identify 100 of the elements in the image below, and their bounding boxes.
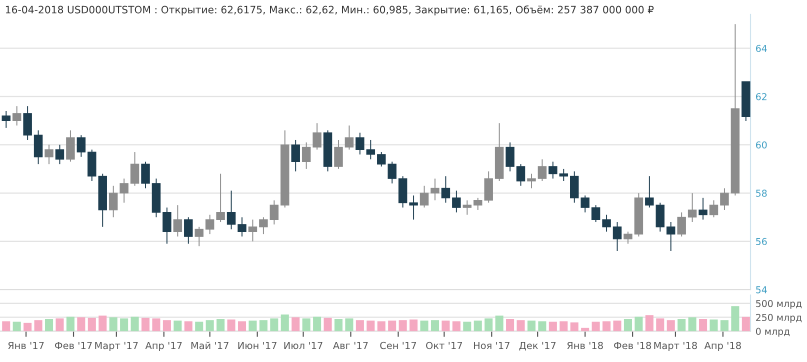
candlestick (344, 125, 354, 150)
y-tick-label: 64 (756, 44, 767, 52)
bar (24, 322, 32, 332)
bar (98, 316, 107, 332)
bar (345, 318, 354, 332)
candlestick (356, 132, 364, 155)
candlestick (173, 204, 182, 237)
bar (174, 320, 182, 332)
bar (44, 318, 54, 332)
bar (720, 320, 728, 332)
candlestick (248, 219, 258, 242)
bar (560, 321, 568, 332)
bar (538, 321, 546, 332)
x-tick-label: Дек '17 (519, 342, 556, 351)
candlestick (66, 130, 75, 162)
bar (398, 320, 407, 332)
bar (2, 321, 10, 332)
bar (592, 322, 600, 332)
y-tick-label: 56 (756, 238, 767, 246)
bar (613, 320, 622, 332)
bar (227, 320, 236, 332)
bar (195, 322, 204, 332)
bar (366, 320, 375, 332)
bar (742, 316, 750, 332)
bar (152, 318, 160, 332)
bar (624, 318, 632, 332)
x-tick-label: Ноя '17 (474, 342, 510, 350)
candlestick (291, 139, 300, 172)
bar (452, 321, 460, 332)
bar (34, 320, 42, 332)
candlestick (484, 170, 493, 204)
candlestick (559, 168, 568, 182)
bar (570, 322, 578, 332)
bar (430, 320, 440, 332)
candlestick (130, 152, 140, 186)
y-tick-label: 62 (756, 93, 766, 100)
candlestick (570, 170, 579, 204)
candlestick (645, 176, 654, 208)
x-tick-label: Июн '17 (238, 342, 276, 350)
candlestick (474, 197, 482, 210)
candlestick (441, 176, 450, 204)
candlestick (23, 106, 32, 140)
bar (506, 318, 514, 332)
candlestick (312, 122, 322, 150)
x-tick-label: Апр '18 (704, 342, 741, 352)
bar (602, 321, 611, 332)
candlestick (34, 130, 43, 165)
bar (548, 322, 557, 332)
candlestick (216, 173, 225, 223)
candlestick (720, 188, 729, 210)
bar (292, 317, 300, 332)
x-tick-label: Фев '18 (614, 342, 652, 350)
x-tick-label: Янв '18 (567, 342, 603, 350)
candlestick (334, 139, 343, 170)
bar (12, 322, 21, 332)
x-tick-label: Фев '17 (54, 342, 92, 350)
bar (56, 318, 64, 332)
candlestick (366, 139, 376, 160)
bar (270, 318, 278, 332)
candlestick (591, 204, 600, 223)
candlestick (688, 192, 697, 223)
bar (248, 320, 257, 332)
candlestick (108, 185, 118, 218)
candlestick (55, 144, 64, 165)
bar (324, 318, 332, 332)
candlestick (76, 134, 86, 158)
bar (313, 316, 322, 332)
candlestick (698, 197, 708, 220)
bar (731, 306, 740, 332)
candlestick (377, 152, 386, 168)
candlestick (516, 164, 526, 186)
bar (645, 315, 654, 332)
candlestick (666, 222, 676, 252)
x-tick-label: Авг '17 (333, 342, 368, 350)
x-tick-label: Янв '17 (8, 342, 44, 350)
bar (410, 320, 418, 332)
bar (109, 317, 118, 332)
bar (634, 316, 643, 332)
y-tick-label: 250 млрд (756, 314, 802, 323)
bar (66, 316, 74, 332)
bar (88, 318, 96, 332)
x-tick-label: Март '17 (95, 342, 138, 352)
candlestick (506, 142, 514, 172)
bar (141, 318, 150, 332)
bar (463, 322, 472, 332)
y-tick-label: 0 млрд (756, 328, 790, 337)
bar (699, 318, 708, 332)
candlestick (409, 194, 418, 220)
candlestick (44, 144, 54, 165)
candlestick (624, 231, 632, 244)
bar (474, 320, 482, 332)
x-tick-label: Окт '17 (426, 342, 462, 350)
candlestick (580, 194, 590, 213)
bar (656, 318, 664, 332)
bar (377, 321, 386, 332)
bar (120, 318, 128, 332)
bar (710, 320, 718, 332)
y-tick-label: 500 млрд (756, 300, 802, 309)
bar (77, 317, 86, 332)
bar (420, 320, 428, 332)
